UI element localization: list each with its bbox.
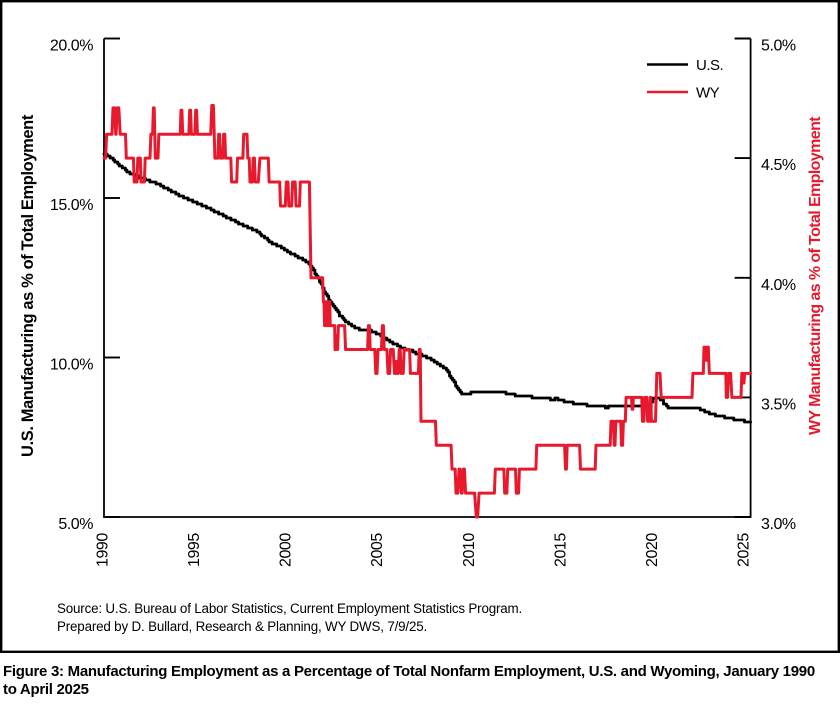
svg-text:10.0%: 10.0% <box>50 357 93 374</box>
svg-text:2005: 2005 <box>369 533 386 567</box>
svg-text:15.0%: 15.0% <box>50 197 93 214</box>
svg-text:WY: WY <box>696 85 720 102</box>
svg-text:U.S. Manufacturing as % of Tot: U.S. Manufacturing as % of Total Employm… <box>19 114 37 457</box>
svg-text:2000: 2000 <box>278 533 295 567</box>
svg-text:Prepared by D. Bullard, Resear: Prepared by D. Bullard, Research & Plann… <box>57 619 427 634</box>
svg-text:2015: 2015 <box>552 533 569 567</box>
svg-text:2025: 2025 <box>736 533 753 567</box>
svg-text:1990: 1990 <box>94 533 111 567</box>
svg-text:U.S.: U.S. <box>696 57 723 74</box>
svg-text:20.0%: 20.0% <box>50 38 93 55</box>
svg-text:5.0%: 5.0% <box>761 38 796 55</box>
svg-text:4.0%: 4.0% <box>761 277 796 294</box>
svg-text:WY Manufacturing as % of Total: WY Manufacturing as % of Total Employmen… <box>807 116 824 435</box>
svg-text:3.5%: 3.5% <box>761 396 796 413</box>
svg-text:Source: U.S. Bureau of Labor S: Source: U.S. Bureau of Labor Statistics,… <box>57 601 522 616</box>
svg-text:2010: 2010 <box>461 533 478 567</box>
svg-text:1995: 1995 <box>186 533 203 567</box>
svg-text:5.0%: 5.0% <box>58 516 93 533</box>
svg-text:3.0%: 3.0% <box>761 516 796 533</box>
svg-text:2020: 2020 <box>644 533 661 567</box>
svg-text:4.5%: 4.5% <box>761 157 796 174</box>
